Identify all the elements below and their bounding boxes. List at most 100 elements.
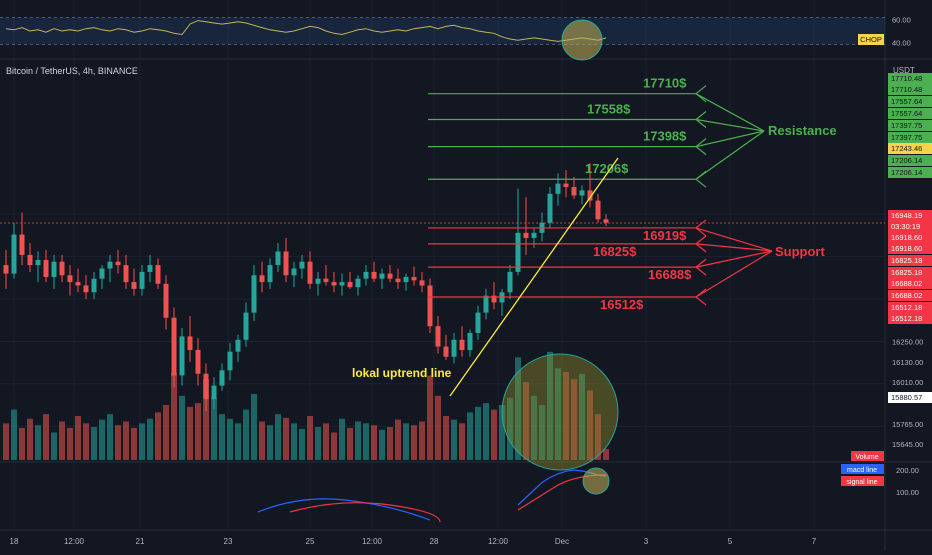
candle-body — [19, 234, 25, 255]
volume-bar — [355, 421, 361, 460]
volume-bar — [467, 412, 473, 460]
price-badge-label: 17557.64 — [891, 97, 922, 106]
candle-body — [275, 251, 281, 266]
price-badge-label: 17710.48 — [891, 85, 922, 94]
symbol-title[interactable]: Bitcoin / TetherUS, 4h, BINANCE — [6, 66, 138, 76]
resistance-level-label: 17206$ — [585, 161, 629, 176]
volume-bar — [571, 379, 577, 460]
price-badge-label: 16688.02 — [891, 279, 922, 288]
time-tick-label: 7 — [812, 537, 817, 546]
candle-body — [363, 271, 369, 279]
volume-bar — [603, 449, 609, 460]
volume-bar — [83, 423, 89, 460]
resistance-level-label: 17398$ — [643, 129, 687, 144]
candle-body — [171, 317, 177, 376]
candle-body — [155, 265, 161, 284]
volume-bar — [483, 403, 489, 460]
candle-body — [563, 183, 569, 188]
candle-body — [475, 312, 481, 333]
volume-bar — [563, 372, 569, 460]
chop-line — [5, 20, 607, 42]
candle-body — [587, 190, 593, 201]
signal-legend-badge — [841, 476, 884, 486]
volume-bar — [75, 416, 81, 460]
candle-body — [347, 282, 353, 288]
candle-body — [299, 261, 305, 269]
volume-bar — [243, 409, 249, 460]
volume-bar — [555, 368, 561, 460]
candle-body — [515, 232, 521, 272]
uptrend-line — [449, 157, 619, 397]
candle-body — [555, 183, 561, 194]
resistance-label: Resistance — [768, 123, 837, 138]
volume-bar — [323, 423, 329, 460]
support-pointer-line — [695, 243, 773, 252]
time-tick-label: 3 — [644, 537, 649, 546]
candle-body — [219, 370, 225, 386]
volume-bar — [363, 423, 369, 460]
candle-body — [339, 282, 345, 286]
candle-body — [307, 261, 313, 284]
volume-bar — [395, 419, 401, 460]
price-badge-label: 17397.75 — [891, 133, 922, 142]
candle-body — [163, 283, 169, 318]
time-tick-label: 23 — [224, 537, 233, 546]
candle-body — [355, 278, 361, 288]
candle-body — [179, 336, 185, 376]
volume-bar — [275, 414, 281, 460]
time-tick-label: 12:00 — [488, 537, 509, 546]
candle-body — [483, 295, 489, 313]
candle-body — [283, 251, 289, 276]
candle-body — [83, 285, 89, 293]
time-tick-label: 25 — [306, 537, 315, 546]
resistance-pointer-line — [695, 93, 765, 132]
candle-body — [259, 275, 265, 283]
price-badge-label: 17557.64 — [891, 109, 922, 118]
volume-bar — [499, 405, 505, 460]
candle-body — [443, 346, 449, 357]
candle-body — [107, 261, 113, 269]
candle-body — [379, 273, 385, 279]
chop-badge-label: CHOP — [860, 35, 882, 44]
support-arrowhead — [695, 288, 707, 306]
candle-body — [251, 275, 257, 313]
price-badge-red — [888, 221, 932, 232]
candle-body — [315, 278, 321, 284]
time-tick-label: Dec — [555, 537, 569, 546]
volume-legend-badge — [851, 451, 884, 461]
volume-bar — [523, 382, 529, 460]
candle-body — [547, 193, 553, 223]
candle-body — [467, 333, 473, 350]
volume-bar — [291, 423, 297, 460]
time-tick-label: 21 — [136, 537, 145, 546]
candle-body — [91, 278, 97, 293]
support-arrowhead — [695, 235, 707, 253]
candle-body — [387, 273, 393, 279]
resistance-level-label: 17558$ — [587, 101, 631, 116]
price-badge-label: 17243.46 — [891, 144, 922, 153]
volume-bar — [547, 351, 553, 460]
price-badge-red — [888, 267, 932, 278]
candle-body — [595, 200, 601, 220]
price-tick-label: 16010.00 — [892, 378, 923, 387]
volume-bar — [595, 414, 601, 460]
volume-bar — [131, 427, 137, 460]
candle-body — [187, 336, 193, 350]
chop-badge — [858, 34, 884, 45]
time-tick-label: 12:00 — [64, 537, 85, 546]
volume-bar — [315, 427, 321, 460]
price-badge-label: 16688.02 — [891, 291, 922, 300]
candle-body — [99, 268, 105, 279]
volume-bar — [179, 395, 185, 460]
time-tick-label: 18 — [10, 537, 19, 546]
volume-bar — [427, 375, 433, 460]
volume-bar — [299, 428, 305, 460]
volume-bar — [283, 417, 289, 460]
volume-bar — [163, 405, 169, 460]
volume-bar — [451, 419, 457, 460]
macd-legend-badge — [841, 464, 884, 474]
price-badge-red — [888, 243, 932, 254]
candle-body — [291, 268, 297, 276]
price-badge-label: 16512.18 — [891, 314, 922, 323]
